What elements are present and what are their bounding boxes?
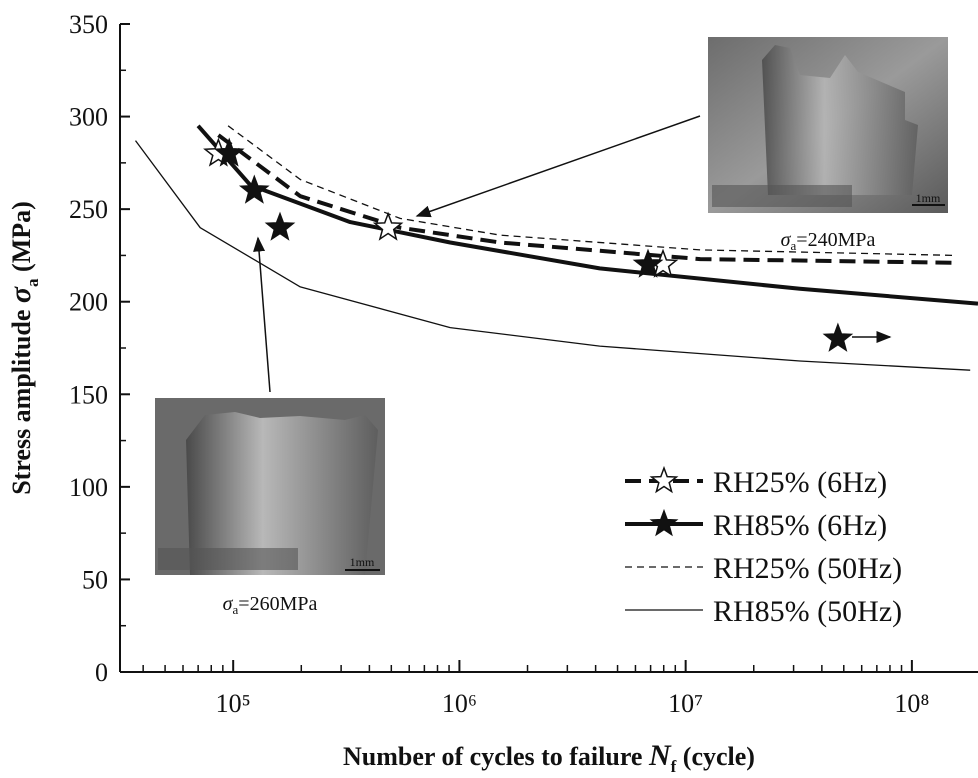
y-tick-label: 350 — [69, 10, 108, 39]
x-tick-label: 10⁵ — [216, 689, 251, 718]
inset-caption: σa=240MPa — [781, 229, 876, 253]
chart: 0 50 100 150 200 250 300 350 10⁵ 10⁶ 10⁷ 10⁸ Stress… — [0, 0, 978, 778]
x-tick-label: 10⁸ — [894, 689, 929, 718]
inset-caption: σa=260MPa — [223, 593, 318, 617]
inset-bottom: 1mm σa=260MPa — [155, 238, 385, 617]
y-label-symbol: σ — [4, 286, 37, 303]
y-tick-label: 250 — [69, 195, 108, 224]
x-tick-label: 10⁶ — [442, 689, 477, 718]
scale-bar-label: 1mm — [350, 555, 375, 569]
legend-label: RH85% (50Hz) — [713, 595, 902, 628]
y-axis-label: Stress amplitude σa (MPa) — [4, 201, 42, 495]
y-tick-label: 100 — [69, 473, 108, 502]
x-axis-label: Number of cycles to failure Nf (cycle) — [343, 739, 755, 776]
data-point — [267, 214, 294, 239]
sem-info-bar — [158, 548, 298, 570]
scale-bar-label: 1mm — [916, 191, 941, 205]
y-tick-label: 150 — [69, 380, 108, 409]
pointer-arrow — [417, 116, 700, 216]
x-tick-label: 10⁷ — [668, 689, 703, 718]
pointer-arrow — [258, 238, 270, 392]
legend-label: RH25% (50Hz) — [713, 552, 902, 585]
y-tick-label: 300 — [69, 103, 108, 132]
inset-top: 1mm σa=240MPa — [417, 37, 948, 253]
x-label-symbol: N — [648, 739, 672, 772]
legend-marker — [652, 468, 677, 492]
x-label-text: Number of cycles to failure — [343, 742, 642, 771]
legend-label: RH85% (6Hz) — [713, 509, 887, 542]
y-label-unit: (MPa) — [7, 201, 36, 272]
x-label-unit: (cycle) — [683, 742, 755, 771]
caption-text: =260MPa — [238, 593, 317, 615]
y-tick-label: 0 — [95, 658, 108, 687]
data-point — [825, 325, 852, 350]
sem-info-bar — [712, 185, 852, 207]
y-label-text: Stress amplitude — [7, 310, 36, 495]
y-tick-label: 200 — [69, 288, 108, 317]
legend-marker — [652, 511, 677, 535]
y-tick-label: 50 — [82, 565, 108, 594]
caption-text: =240MPa — [796, 229, 875, 251]
legend-label: RH25% (6Hz) — [713, 466, 887, 499]
